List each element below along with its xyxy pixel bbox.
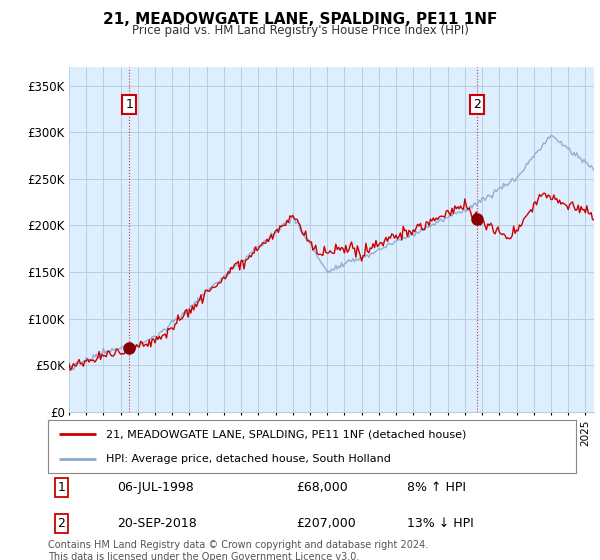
Text: 2: 2 bbox=[473, 98, 481, 111]
Text: 1: 1 bbox=[125, 98, 133, 111]
Text: 2: 2 bbox=[57, 517, 65, 530]
Text: 8% ↑ HPI: 8% ↑ HPI bbox=[407, 481, 466, 494]
Text: Contains HM Land Registry data © Crown copyright and database right 2024.
This d: Contains HM Land Registry data © Crown c… bbox=[48, 540, 428, 560]
Text: 1: 1 bbox=[57, 481, 65, 494]
Text: HPI: Average price, detached house, South Holland: HPI: Average price, detached house, Sout… bbox=[106, 454, 391, 464]
Text: Price paid vs. HM Land Registry's House Price Index (HPI): Price paid vs. HM Land Registry's House … bbox=[131, 24, 469, 37]
Text: 13% ↓ HPI: 13% ↓ HPI bbox=[407, 517, 474, 530]
Text: 21, MEADOWGATE LANE, SPALDING, PE11 1NF (detached house): 21, MEADOWGATE LANE, SPALDING, PE11 1NF … bbox=[106, 430, 466, 440]
Text: 21, MEADOWGATE LANE, SPALDING, PE11 1NF: 21, MEADOWGATE LANE, SPALDING, PE11 1NF bbox=[103, 12, 497, 27]
Text: 06-JUL-1998: 06-JUL-1998 bbox=[116, 481, 193, 494]
Text: £207,000: £207,000 bbox=[296, 517, 356, 530]
Text: 20-SEP-2018: 20-SEP-2018 bbox=[116, 517, 196, 530]
Text: £68,000: £68,000 bbox=[296, 481, 348, 494]
